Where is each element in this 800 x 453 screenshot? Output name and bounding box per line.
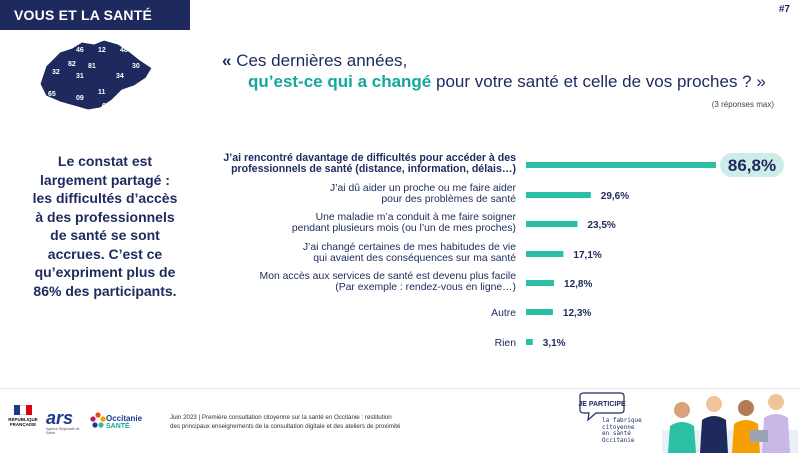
banner-title: VOUS ET LA SANTÉ [14, 7, 153, 23]
people-illustration [662, 394, 798, 453]
department-label: 48 [120, 47, 128, 54]
response-note: (3 réponses max) [711, 100, 774, 109]
bar [526, 192, 591, 198]
question-rest: pour votre santé et celle de vos proches… [431, 72, 766, 91]
section-banner: VOUS ET LA SANTÉ [0, 0, 190, 30]
department-label: 32 [52, 69, 60, 76]
value-label: 23,5% [587, 220, 615, 231]
open-quote: « [222, 51, 232, 70]
bar [526, 339, 533, 345]
occitanie-text: Occitanie [106, 414, 143, 423]
republique-francaise-logo: RÉPUBLIQUE FRANÇAISE [8, 405, 38, 445]
department-label: 30 [132, 63, 140, 70]
occitanie-map: 46 12 48 82 81 30 32 34 31 65 09 11 66 [39, 39, 153, 111]
department-label: 11 [98, 89, 106, 96]
category-label: Rien [495, 338, 517, 349]
summary-note: Le constat est largement partagé : les d… [32, 153, 178, 299]
department-label: 82 [68, 61, 76, 68]
ars-subtitle: Agence Régionale de Santé [46, 427, 80, 435]
occitanie-sante-logo: Occitanie SANTÉ [90, 410, 160, 444]
category-label: pour des problèmes de santé [381, 194, 516, 205]
category-label: Mon accès aux services de santé est deve… [260, 271, 517, 282]
flag-icon [14, 405, 32, 415]
category-label: pendant plusieurs mois (ou l’un de mes p… [292, 223, 516, 234]
fabrique-line1: la fabrique [602, 417, 642, 424]
footer-divider [0, 388, 800, 389]
department-label: 31 [76, 73, 84, 80]
category-label: J’ai rencontré davantage de difficultés … [223, 152, 516, 164]
value-label: 12,8% [564, 279, 592, 290]
category-label: professionnels de santé (distance, infor… [231, 163, 516, 175]
map-shape [39, 39, 153, 111]
department-label: 12 [98, 47, 106, 54]
department-label: 66 [102, 103, 110, 110]
question-highlight: qu’est-ce qui a changé [248, 72, 432, 91]
question-block: « Ces dernières années, qu’est-ce qui a … [222, 50, 792, 92]
bar [526, 309, 553, 315]
category-label: J’ai changé certaines de mes habitudes d… [303, 242, 516, 253]
je-participe-text: JE PARTICIPE [578, 401, 626, 408]
department-label: 81 [88, 63, 96, 70]
category-label: J’ai dû aider un proche ou me faire aide… [330, 183, 517, 194]
fabrique-citoyenne-logo: la fabrique citoyenne en santé Occitanie [602, 417, 662, 444]
highlight-badge [720, 153, 784, 177]
department-label: 09 [76, 95, 84, 102]
question-line1: Ces dernières années, [236, 51, 408, 70]
ars-text: ars [46, 408, 74, 428]
value-label: 17,1% [573, 250, 601, 261]
occitanie-flower-icon [90, 412, 106, 428]
page-number: #7 [778, 4, 790, 15]
value-label: 29,6% [601, 191, 629, 202]
department-label: 34 [116, 73, 124, 80]
value-label: 3,1% [543, 338, 566, 349]
bar [526, 162, 716, 168]
department-label: 46 [76, 47, 84, 54]
bar [526, 221, 578, 227]
category-label: Une maladie m’a conduit à me faire soign… [316, 212, 517, 223]
fabrique-line2: citoyenne [602, 423, 635, 431]
rf-line1: RÉPUBLIQUE [8, 417, 38, 422]
rf-line2: FRANÇAISE [9, 422, 37, 427]
footer-caption: Juin 2023 | Première consultation citoye… [170, 413, 460, 431]
sante-text: SANTÉ [106, 423, 130, 430]
value-label: 12,3% [563, 308, 591, 319]
ars-logo: ars Agence Régionale de Santé [46, 409, 82, 439]
fabrique-line4: Occitanie [602, 436, 635, 444]
value-label: 86,8% [728, 156, 776, 175]
category-label: (Par exemple : rendez-vous en ligne…) [335, 282, 516, 293]
fabrique-line3: en santé [602, 430, 631, 437]
footer-line1: Juin 2023 | Première consultation citoye… [170, 414, 392, 421]
category-label: qui avaient des conséquences sur ma sant… [313, 253, 516, 264]
department-label: 65 [48, 91, 56, 98]
bar [526, 251, 564, 257]
category-label: Autre [491, 308, 516, 319]
bar-chart: J’ai rencontré davantage de difficultés … [223, 152, 784, 349]
je-participe-logo: JE PARTICIPE [578, 392, 626, 422]
bar [526, 280, 555, 286]
footer-line2: des principaux enseignements de la consu… [170, 423, 401, 430]
